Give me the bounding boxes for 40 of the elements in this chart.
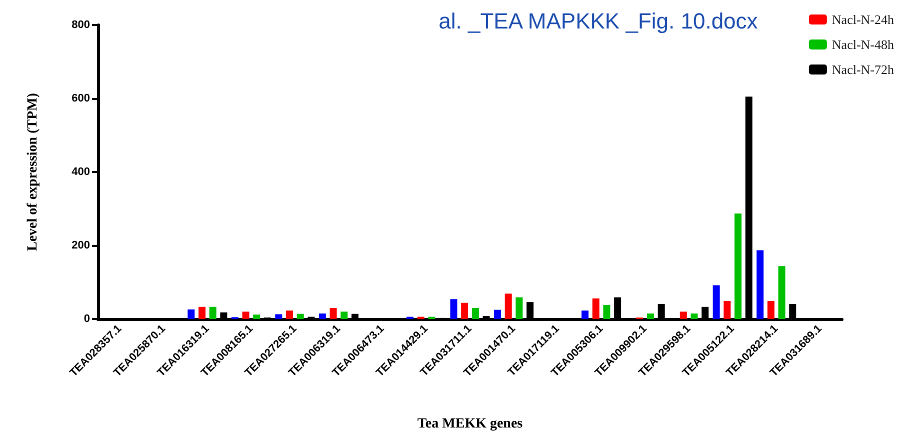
bar [680, 312, 687, 319]
bar [472, 308, 479, 319]
bar [253, 314, 260, 319]
bar [734, 214, 742, 319]
bar [712, 285, 720, 319]
legend-label: Nacl-N-48h [832, 37, 894, 52]
y-axis-title: Level of expression (TPM) [26, 92, 40, 251]
bar [592, 298, 600, 319]
bar [188, 309, 195, 319]
bar [318, 313, 326, 319]
y-tick-label: 400 [72, 166, 90, 178]
y-tick-label: 0 [84, 313, 90, 325]
bar [690, 313, 698, 319]
bar [494, 310, 501, 319]
bar [767, 300, 774, 319]
x-axis-title: Tea MEKK genes [417, 416, 524, 432]
bar [504, 294, 512, 319]
annotation: al. _TEA MAPKKK _Fig. 10.docx [438, 8, 758, 34]
bar [340, 312, 348, 319]
bar [450, 299, 458, 319]
bar [198, 306, 206, 319]
bar [603, 305, 610, 319]
y-tick-label: 800 [72, 19, 90, 31]
bar [296, 314, 304, 319]
bar [646, 313, 654, 319]
bar [756, 250, 764, 319]
y-tick-label: 600 [72, 92, 90, 104]
legend-label: Nacl-N-24h [832, 12, 894, 27]
bar [724, 300, 731, 319]
bar [286, 310, 294, 319]
bar [461, 302, 468, 319]
bar [242, 312, 250, 319]
y-tick-label: 200 [72, 240, 90, 252]
bar [778, 266, 786, 319]
bar [275, 314, 282, 319]
bar [582, 310, 589, 319]
bar [330, 308, 337, 319]
legend-label: Nacl-N-72h [832, 62, 894, 77]
bar [209, 306, 216, 319]
bar [516, 297, 523, 319]
